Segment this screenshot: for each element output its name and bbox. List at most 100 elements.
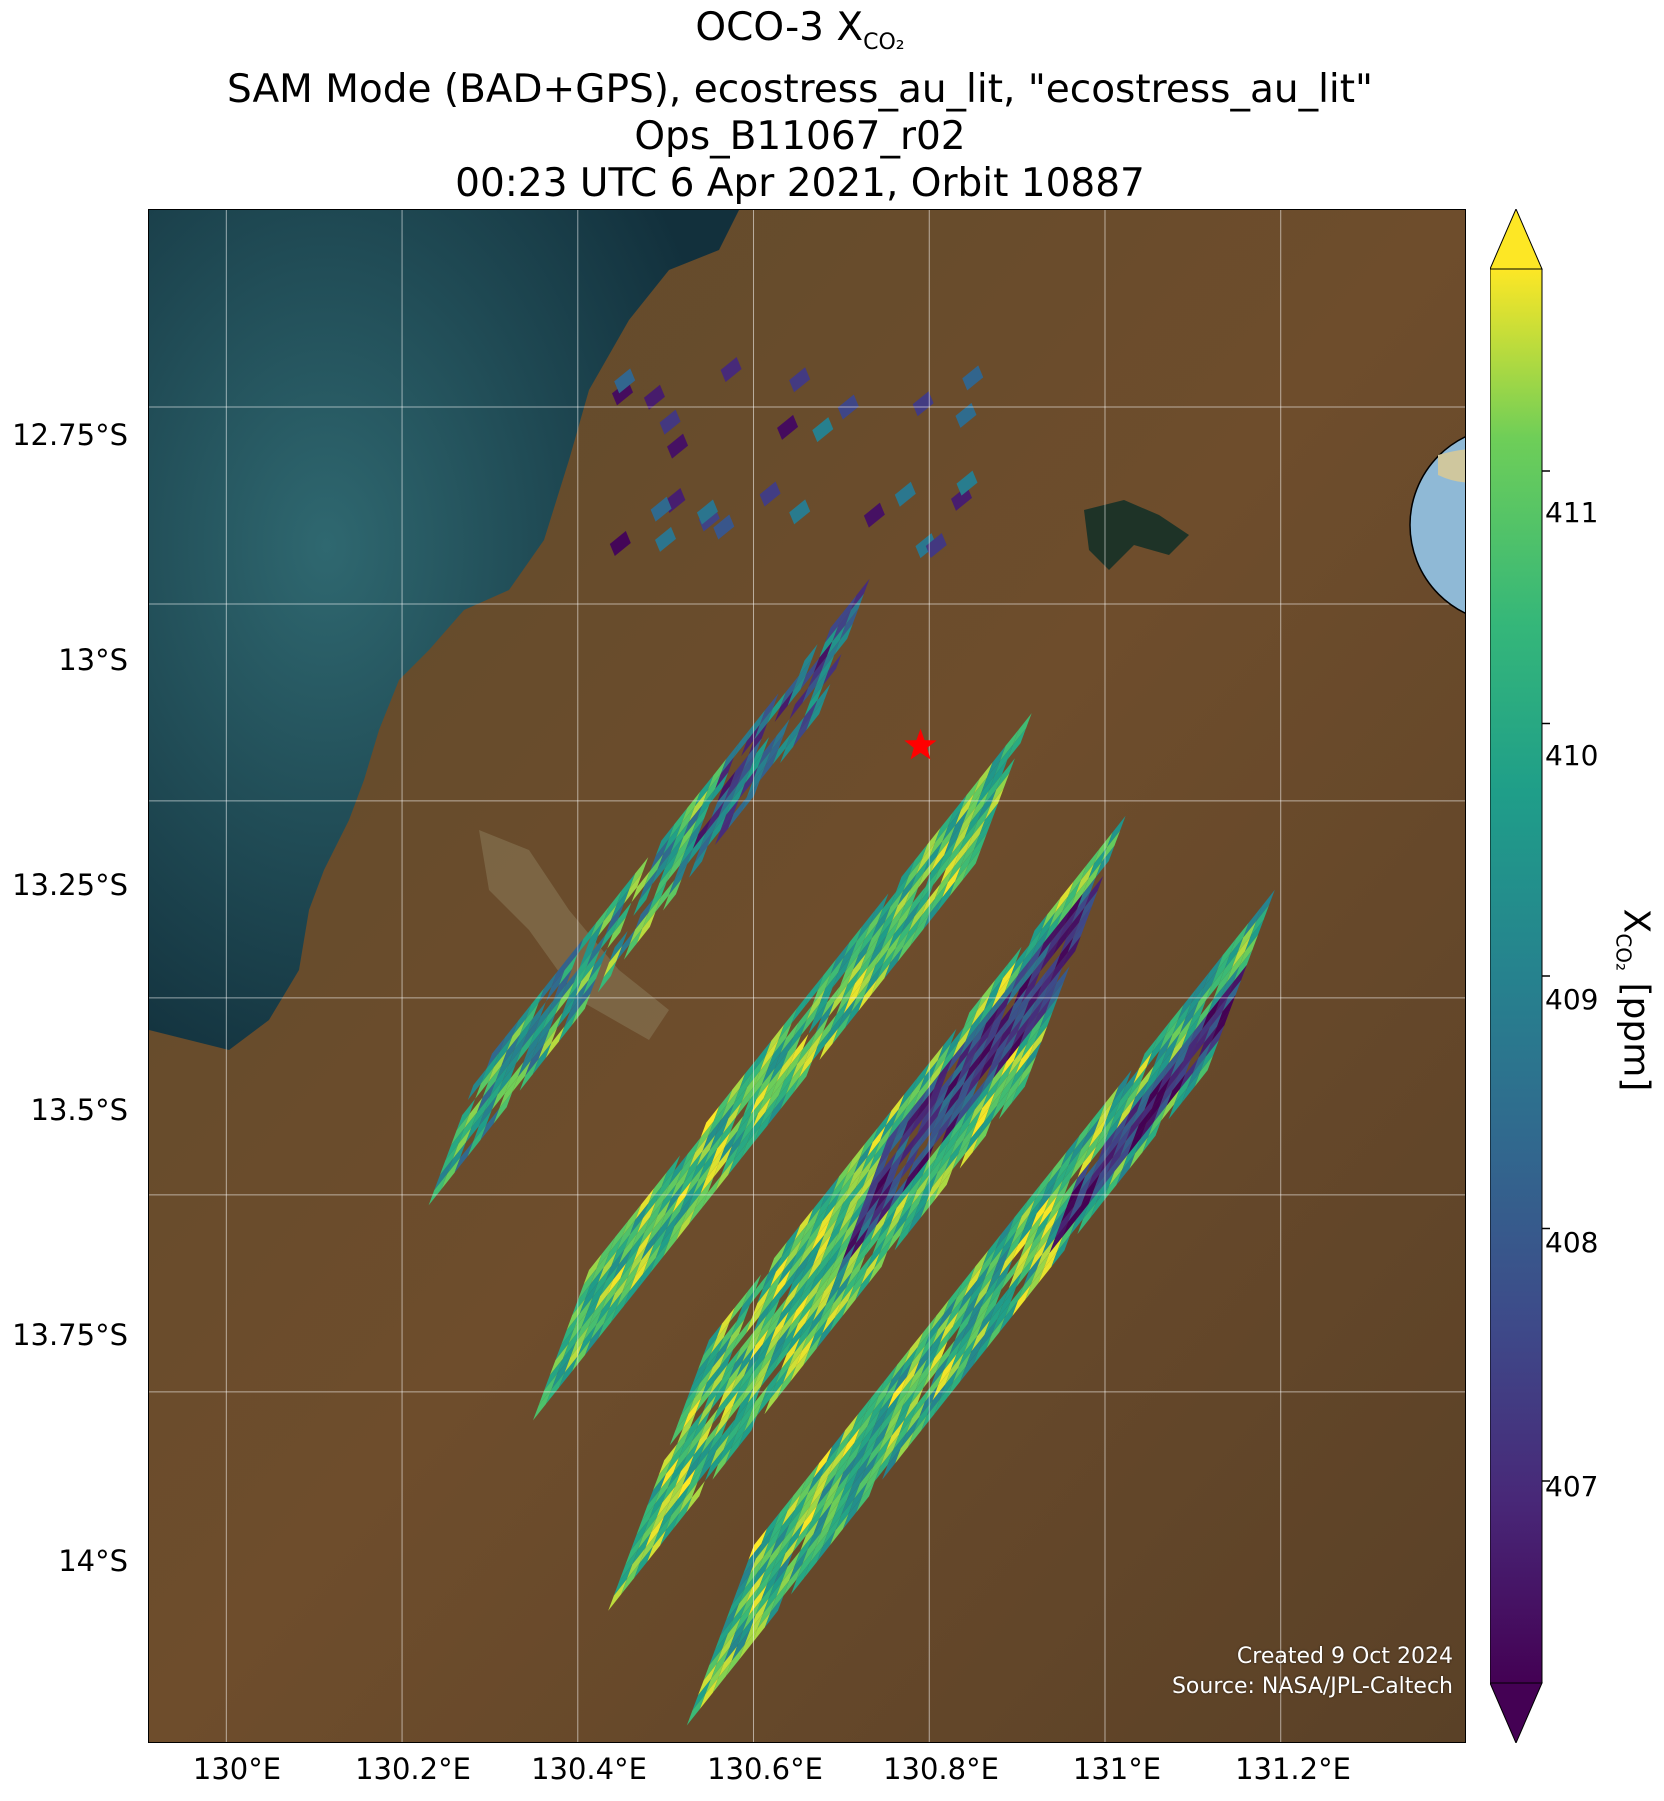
xco2-footprint bbox=[746, 709, 766, 742]
xco2-footprint bbox=[887, 1433, 907, 1465]
xco2-footprint bbox=[937, 1084, 957, 1117]
xco2-footprint bbox=[715, 813, 734, 845]
xco2-footprint bbox=[1023, 1198, 1043, 1230]
colorbar-tick-label: 411 bbox=[1545, 496, 1599, 529]
xco2-footprint bbox=[898, 1134, 918, 1166]
xco2-footprint bbox=[844, 1185, 864, 1218]
xco2-footprint bbox=[857, 1169, 877, 1201]
xco2-footprint bbox=[700, 816, 719, 848]
xco2-footprint bbox=[600, 1264, 619, 1297]
xco2-footprint bbox=[980, 1063, 999, 1095]
xco2-footprint bbox=[521, 1016, 541, 1049]
xco2-footprint bbox=[770, 1367, 789, 1400]
xco2-footprint bbox=[880, 919, 900, 951]
xco2-footprint bbox=[750, 1083, 770, 1115]
xco2-footprint bbox=[922, 1087, 942, 1119]
xco2-footprint bbox=[699, 1408, 719, 1440]
xco2-footprint bbox=[1083, 1187, 1102, 1219]
xco2-footprint bbox=[813, 1446, 833, 1479]
xco2-footprint bbox=[759, 749, 779, 781]
xco2-footprint bbox=[921, 1399, 940, 1431]
xco2-footprint bbox=[860, 937, 880, 969]
xco2-footprint bbox=[824, 1203, 843, 1235]
xco2-footprint bbox=[814, 1247, 834, 1279]
xco2-footprint bbox=[807, 1192, 827, 1224]
xco2-footprint bbox=[961, 778, 980, 810]
xco2-footprint bbox=[958, 1011, 977, 1043]
xco2-footprint bbox=[731, 1573, 751, 1606]
xco2-footprint bbox=[939, 1311, 959, 1344]
xco2-footprint bbox=[670, 1167, 690, 1200]
xco2-footprint bbox=[770, 1311, 789, 1343]
xco2-footprint bbox=[467, 1068, 487, 1101]
xco2-footprint bbox=[611, 1290, 630, 1323]
xco2-footprint bbox=[557, 996, 576, 1028]
xco2-footprint bbox=[839, 1200, 858, 1233]
xco2-footprint bbox=[695, 1437, 715, 1469]
xco2-footprint bbox=[865, 1224, 884, 1256]
xco2-footprint bbox=[681, 1193, 701, 1226]
xco2-footprint bbox=[772, 733, 792, 765]
xco2-footprint bbox=[741, 780, 760, 813]
xco2-footprint bbox=[790, 1237, 810, 1270]
xco2-footprint bbox=[977, 1248, 996, 1281]
xco2-footprint bbox=[835, 1442, 855, 1475]
xco2-footprint bbox=[999, 1300, 1018, 1333]
xco2-footprint bbox=[768, 1241, 788, 1274]
xco2-footprint bbox=[599, 918, 619, 950]
xco2-footprint bbox=[956, 1266, 976, 1298]
xco2-footprint bbox=[987, 745, 1006, 778]
xco2-footprint bbox=[670, 821, 690, 853]
xco2-footprint bbox=[671, 1427, 691, 1459]
xco2-footprint bbox=[841, 1483, 860, 1516]
xco2-footprint bbox=[815, 1001, 835, 1033]
xco2-footprint bbox=[959, 1080, 979, 1113]
xco2-footprint bbox=[935, 1071, 955, 1103]
xco2-footprint bbox=[822, 1459, 842, 1491]
xco2-footprint bbox=[713, 1089, 733, 1122]
xco2-footprint bbox=[1021, 1240, 1041, 1273]
xco2-footprint bbox=[692, 1353, 711, 1386]
xco2-footprint bbox=[1012, 1015, 1031, 1047]
xco2-footprint bbox=[1202, 997, 1221, 1030]
lat-tick-label: 13.75°S bbox=[12, 1318, 128, 1352]
xco2-footprint bbox=[955, 402, 977, 428]
xco2-footprint bbox=[926, 1058, 946, 1091]
xco2-footprint bbox=[1034, 1168, 1054, 1200]
xco2-footprint bbox=[1135, 1122, 1154, 1154]
xco2-footprint bbox=[1211, 954, 1231, 986]
xco2-footprint bbox=[823, 653, 842, 686]
xco2-footprint bbox=[898, 1190, 917, 1222]
xco2-footprint bbox=[1088, 847, 1107, 879]
xco2-footprint bbox=[588, 1294, 608, 1327]
xco2-footprint bbox=[909, 1104, 929, 1136]
xco2-footprint bbox=[765, 734, 784, 766]
xco2-footprint bbox=[688, 1438, 707, 1470]
xco2-footprint bbox=[903, 859, 922, 891]
xco2-footprint bbox=[564, 939, 584, 971]
xco2-footprint bbox=[1004, 1285, 1024, 1318]
xco2-footprint bbox=[857, 1225, 877, 1258]
xco2-footprint bbox=[687, 832, 706, 865]
xco2-footprint bbox=[523, 1030, 543, 1062]
xco2-footprint bbox=[854, 1467, 873, 1499]
xco2-footprint bbox=[1051, 966, 1070, 998]
xco2-footprint bbox=[829, 1244, 849, 1277]
xco2-footprint bbox=[1084, 876, 1104, 908]
xco2-footprint bbox=[504, 1062, 524, 1094]
xco2-footprint bbox=[733, 1128, 753, 1160]
xco2-footprint bbox=[859, 1183, 879, 1215]
xco2-footprint bbox=[999, 975, 1018, 1007]
xco2-footprint bbox=[491, 1078, 511, 1110]
xco2-footprint bbox=[1012, 1228, 1032, 1260]
xco2-footprint bbox=[996, 758, 1015, 790]
xco2-footprint bbox=[794, 1478, 814, 1510]
xco2-footprint bbox=[903, 915, 922, 947]
xco2-footprint bbox=[644, 854, 664, 886]
xco2-footprint bbox=[951, 822, 971, 854]
xco2-footprint bbox=[958, 1336, 977, 1368]
xco2-footprint bbox=[947, 1366, 966, 1398]
xco2-footprint bbox=[798, 1236, 817, 1268]
lat-tick-label: 14°S bbox=[58, 1544, 128, 1578]
xco2-footprint bbox=[978, 993, 998, 1025]
